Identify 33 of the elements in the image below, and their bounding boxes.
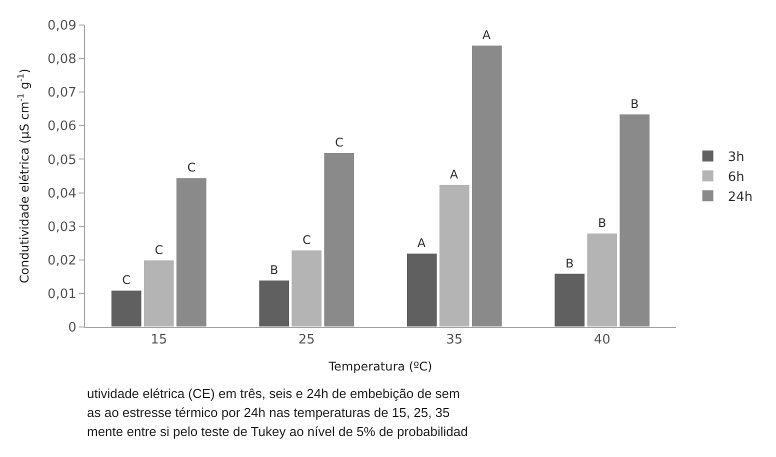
y-tick-label: 0,04 [47,186,76,202]
legend-label: 3h [728,150,744,166]
data-label: C [122,273,131,288]
y-tick-label: 0 [68,320,76,336]
legend-label: 6h [728,170,744,185]
data-label: A [417,236,426,250]
data-label: A [482,28,492,42]
text: as ao estresse térmico por 24h nas temperaturas de 15, 25, 35 [87,405,450,420]
data-label: B [270,263,278,278]
data-label: B [598,216,606,230]
x-axis-title: Temperatura (ºC) [328,360,432,374]
y-tick-label: 0,09 [47,18,76,34]
data-label: A [450,167,459,182]
x-tick-label: 35 [446,332,463,348]
data-label: C [302,232,311,247]
text: utividade elétrica (CE) em três, seis e 24h de embebição de sem [87,386,460,401]
y-tick-label: 0,07 [47,86,76,101]
y-tick-label: 0,02 [47,253,76,268]
text: mente entre si pelo teste de Tukey ao nível de 5% de probabilidad [87,424,468,439]
data-label: C [334,136,344,150]
y-tick-label: 0,03 [47,220,76,235]
legend-label: 24h [728,190,753,205]
x-tick-label: 40 [594,332,610,348]
data-label: C [187,160,196,175]
data-label: B [566,256,574,270]
x-tick-label: 25 [298,332,315,348]
data-label: B [630,96,639,111]
x-tick-label: 15 [150,332,168,348]
y-tick-label: 0,05 [47,152,76,168]
y-tick-label: 0,06 [47,119,76,134]
data-label: C [154,242,164,257]
y-tick-label: 0,08 [47,52,76,68]
y-tick-label: 0,01 [47,286,76,302]
